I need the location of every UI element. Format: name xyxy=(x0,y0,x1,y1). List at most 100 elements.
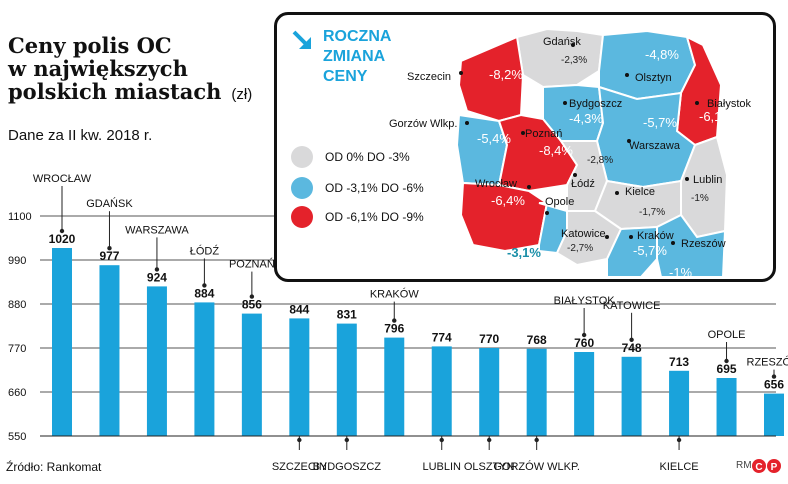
leader-dot-katowice xyxy=(629,337,634,342)
value-label-kielce: 713 xyxy=(669,355,689,369)
city-change-bialystok: -6,1% xyxy=(699,109,733,124)
arrow-down-right-icon xyxy=(292,30,311,49)
city-change-krakow: -5,7% xyxy=(633,243,667,258)
y-tick-label-1100: 1100 xyxy=(8,211,32,223)
leader-dot-szczecin xyxy=(297,437,302,443)
bar-lublin xyxy=(431,346,452,436)
city-change-katowice: -2,7% xyxy=(567,243,593,254)
city-dot-gdansk xyxy=(571,43,575,47)
bar-poznan xyxy=(241,313,262,436)
bar-olsztyn xyxy=(479,348,500,436)
city-change-olsztyn: -4,8% xyxy=(645,47,679,62)
category-label-gorzow-wlkp: GORZÓW WLKP. xyxy=(493,460,580,473)
city-name-opole: Opole xyxy=(545,196,574,208)
legend-swatch-gray xyxy=(291,146,313,168)
value-label-krakow: 796 xyxy=(384,322,404,336)
city-change-wroclaw: -6,4% xyxy=(491,193,525,208)
city-dot-katowice xyxy=(605,235,609,239)
y-tick-label-660: 660 xyxy=(8,387,26,399)
bar-lodz xyxy=(194,302,215,436)
leader-dot-wroclaw xyxy=(59,228,65,234)
bar-kielce xyxy=(669,370,690,436)
y-tick-label-880: 880 xyxy=(8,299,26,311)
poland-map: Gdańsk -2,3% Szczecin -8,2% Olsztyn -4,8% Biał… xyxy=(389,27,752,279)
value-label-opole: 695 xyxy=(717,362,737,376)
legend-item-blue: OD -3,1% DO -6% xyxy=(291,176,424,200)
city-name-wroclaw: Wrocław xyxy=(475,178,517,190)
leader-dot-olsztyn xyxy=(487,437,492,443)
leader-dot-krakow xyxy=(392,318,397,323)
value-label-lublin: 774 xyxy=(432,330,452,344)
city-dot-poznan xyxy=(521,131,525,135)
city-name-gorzow-wlkp: Gorzów Wlkp. xyxy=(389,118,457,130)
value-label-rzeszow: 656 xyxy=(764,378,784,392)
source-note: Źródło: Rankomat xyxy=(6,460,102,474)
publisher-logo: C P xyxy=(752,459,781,473)
category-label-rzeszow: RZESZÓW xyxy=(747,356,788,369)
leader-dot-opole xyxy=(724,358,729,364)
value-label-gdansk: 977 xyxy=(99,249,119,263)
city-dot-rzeszow xyxy=(671,241,675,245)
title-line-2: w największych xyxy=(8,56,188,81)
value-label-wroclaw: 1020 xyxy=(49,232,76,246)
bar-katowice xyxy=(621,356,642,436)
legend-item-gray: OD 0% DO -3% xyxy=(291,145,410,169)
city-name-gdansk: Gdańsk xyxy=(543,36,581,48)
city-name-lublin: Lublin xyxy=(693,174,722,186)
map-title-line-1: ROCZNA xyxy=(323,28,392,45)
region-olsztyn xyxy=(598,29,697,101)
city-change-gdansk: -2,3% xyxy=(561,55,587,66)
city-name-lodz: Łódź xyxy=(571,178,595,190)
legend-label-blue: OD -3,1% DO -6% xyxy=(325,181,424,195)
category-label-kielce: KIELCE xyxy=(659,461,698,473)
category-label-poznan: POZNAŃ xyxy=(229,258,275,271)
leader-dot-poznan xyxy=(249,294,255,299)
city-dot-wroclaw xyxy=(527,185,531,189)
bar-opole xyxy=(716,378,737,436)
city-name-bydgoszcz: Bydgoszcz xyxy=(569,98,622,110)
leader-dot-warszawa xyxy=(154,267,160,272)
city-name-warszawa: Warszawa xyxy=(629,140,681,152)
category-label-lublin: LUBLIN xyxy=(422,461,461,473)
bar-gdansk xyxy=(99,265,120,436)
y-tick-label-770: 770 xyxy=(8,343,26,355)
value-label-lodz: 884 xyxy=(194,286,214,300)
city-change-opole: -3,1% xyxy=(507,245,541,260)
leader-dot-gorzow-wlkp xyxy=(534,437,539,443)
city-name-kielce: Kielce xyxy=(625,186,655,198)
leader-dot-lublin xyxy=(439,437,444,443)
city-dot-warszawa xyxy=(627,139,631,143)
city-name-poznan: Poznań xyxy=(525,128,562,140)
value-label-poznan: 856 xyxy=(242,298,262,312)
city-change-warszawa: -5,7% xyxy=(643,115,677,130)
city-name-katowice: Katowice xyxy=(561,228,606,240)
category-label-bialystok: BIAŁYSTOK xyxy=(554,295,616,307)
value-label-warszawa: 924 xyxy=(147,270,167,284)
value-label-katowice: 748 xyxy=(622,341,642,355)
y-tick-label-550: 550 xyxy=(8,431,26,443)
value-label-bialystok: 760 xyxy=(574,336,594,350)
legend-swatch-red xyxy=(291,206,313,228)
category-label-olsztyn: OLSZTYN xyxy=(464,461,515,473)
region-rzeszow xyxy=(656,213,727,278)
city-name-bialystok: Białystok xyxy=(707,98,752,110)
y-tick-label-990: 990 xyxy=(8,255,26,267)
title-line-3-text: polskich miastach xyxy=(8,79,222,104)
unit-label: (zł) xyxy=(231,86,253,103)
bar-bialystok xyxy=(574,352,595,436)
region-katowice xyxy=(555,210,623,267)
city-name-krakow: Kraków xyxy=(637,230,674,242)
leader-dot-kielce xyxy=(676,437,682,443)
city-dot-bydgoszcz xyxy=(563,101,567,105)
category-label-warszawa: WARSZAWA xyxy=(125,224,189,236)
city-change-kielce: -1,7% xyxy=(639,207,665,218)
category-label-wroclaw: WROCŁAW xyxy=(33,173,92,185)
category-label-bydgoszcz: BYDGOSZCZ xyxy=(313,461,382,473)
value-label-szczecin: 844 xyxy=(289,302,309,316)
value-label-gorzow-wlkp: 768 xyxy=(527,333,547,347)
city-change-gorzow-wlkp: -5,4% xyxy=(477,131,511,146)
city-change-rzeszow: -1% xyxy=(669,265,693,279)
city-name-rzeszow: Rzeszów xyxy=(681,238,726,250)
map-panel: Gdańsk -2,3% Szczecin -8,2% Olsztyn -4,8% Biał… xyxy=(274,12,776,282)
leader-dot-lodz xyxy=(202,283,207,288)
